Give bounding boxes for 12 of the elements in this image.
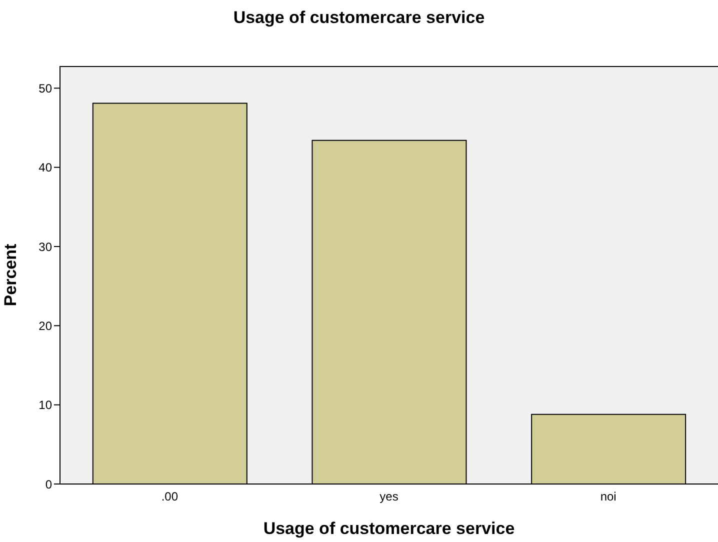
y-tick-label: 50 xyxy=(38,81,52,96)
y-tick-label: 0 xyxy=(45,477,52,492)
y-tick-label: 20 xyxy=(38,318,52,333)
y-tick-label: 30 xyxy=(38,240,52,254)
x-axis-title: Usage of customercare service xyxy=(263,519,515,538)
x-tick-label: yes xyxy=(380,490,398,504)
chart-title: Usage of customercare service xyxy=(232,8,486,28)
x-tick-label: .00 xyxy=(161,490,178,504)
y-tick-label: 40 xyxy=(38,160,52,175)
y-tick-label: 10 xyxy=(38,398,52,412)
y-axis-title: Percent xyxy=(1,243,20,306)
x-tick-label: noi xyxy=(600,490,616,504)
